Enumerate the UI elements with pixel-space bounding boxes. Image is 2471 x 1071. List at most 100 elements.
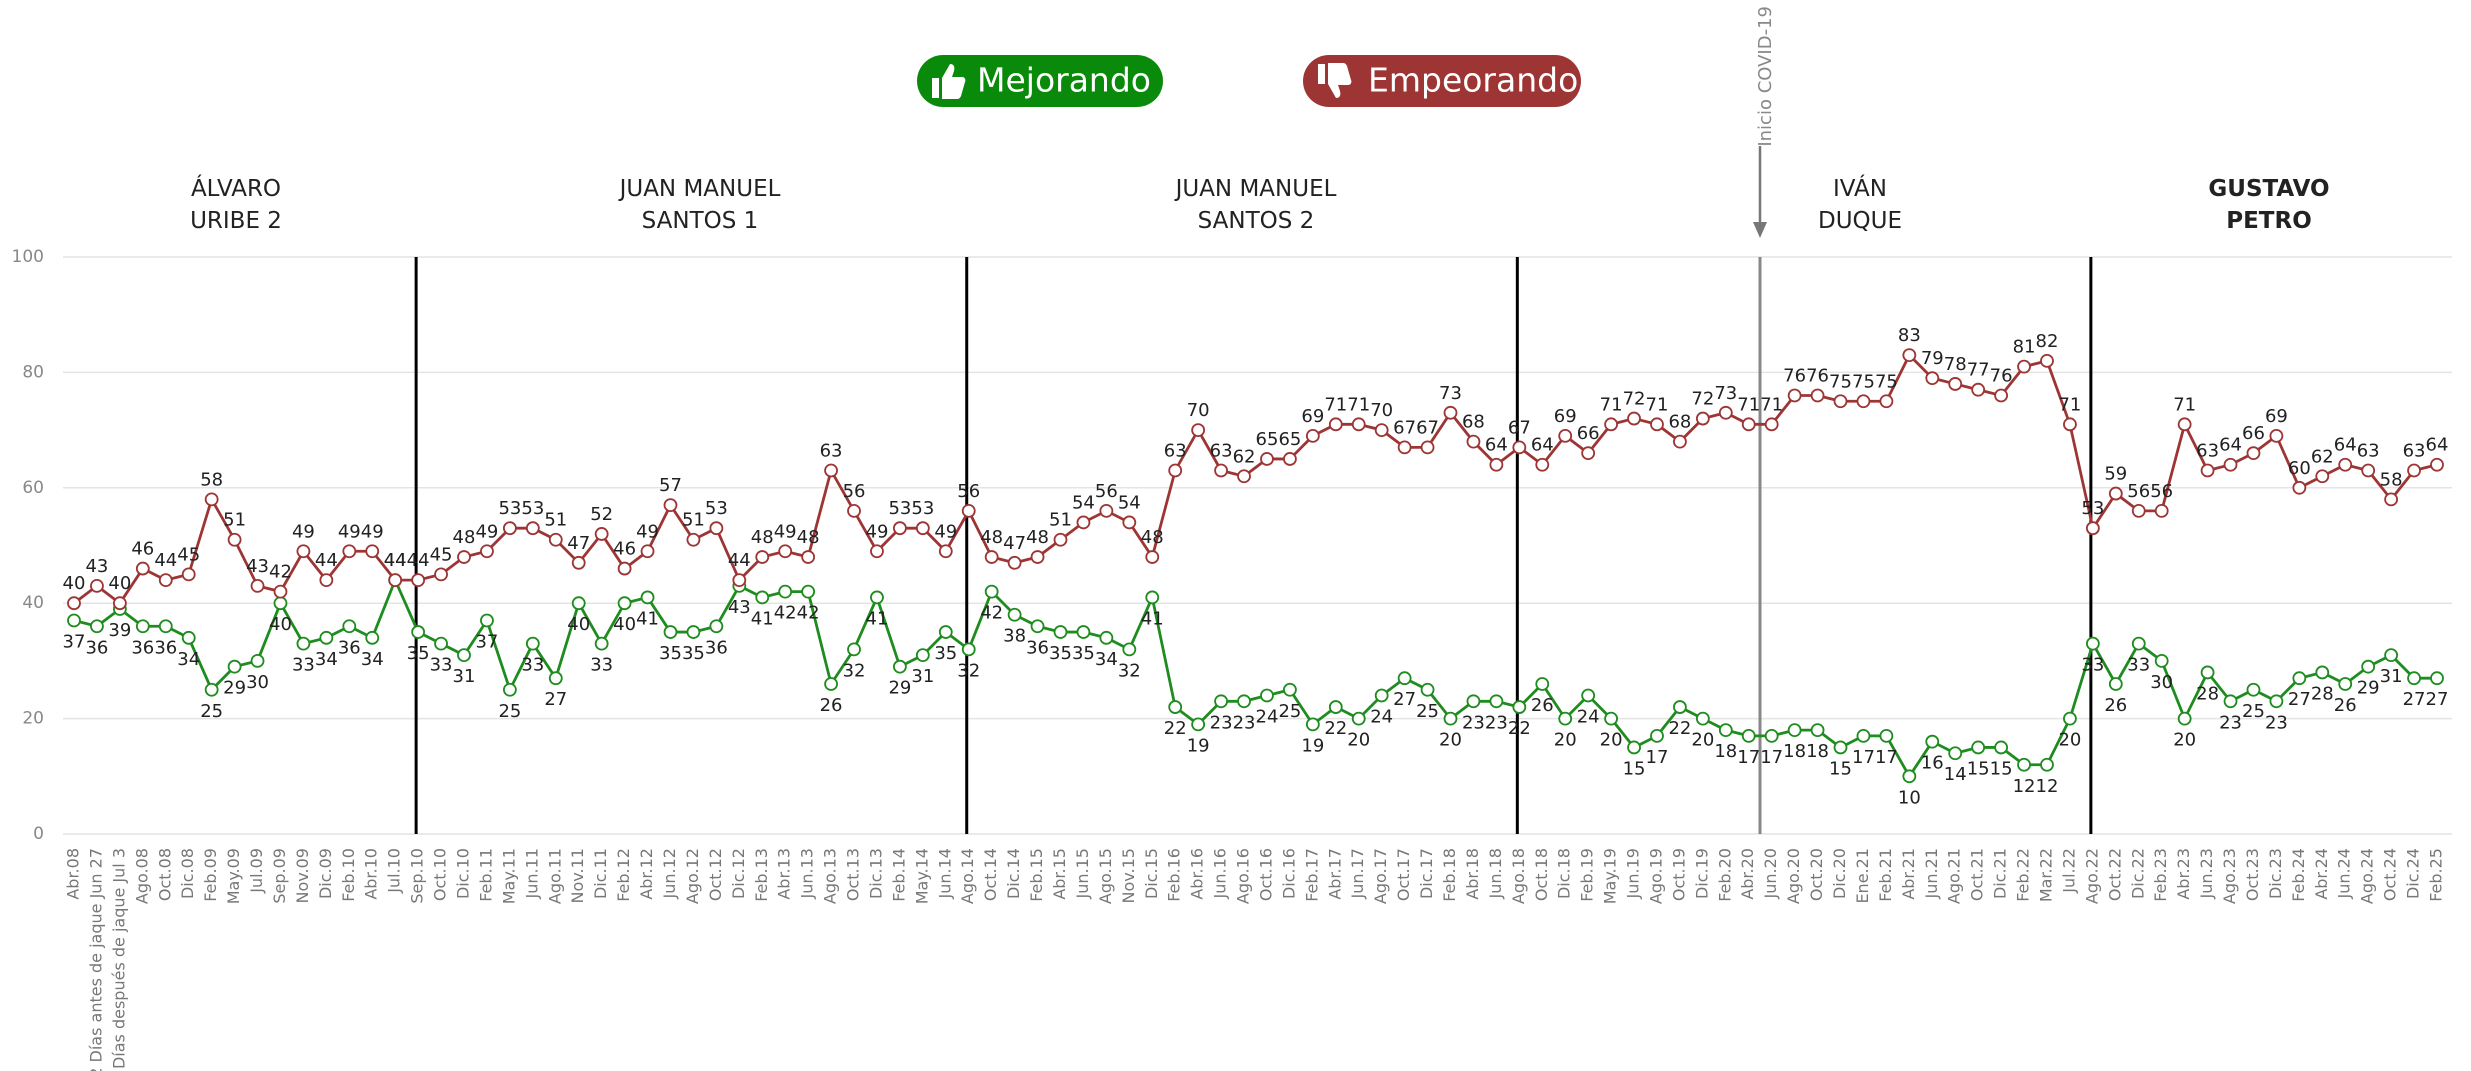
data-label: 56 (2150, 481, 2173, 502)
point (112, 596, 127, 611)
point (1214, 463, 1228, 478)
point (1627, 411, 1641, 426)
data-label: 71 (1646, 394, 1669, 415)
x-tick-label: Jun.21 (1922, 848, 1941, 899)
data-label: 53 (521, 498, 544, 519)
section-title: SANTOS 1 (642, 208, 759, 234)
data-label: 56 (957, 481, 980, 502)
data-label: 56 (2127, 481, 2150, 502)
point (2108, 677, 2123, 691)
x-tick-label: Feb.20 (1715, 848, 1734, 902)
data-label: 42 (774, 603, 797, 624)
data-label: 44 (728, 550, 751, 571)
x-tick-label: Oct.19 (1669, 848, 1688, 901)
x-tick-label: Jun.11 (522, 848, 541, 899)
data-label: 19 (1187, 735, 1210, 756)
x-tick-label: Nov.15 (1119, 848, 1138, 903)
section-title: GUSTAVO (2208, 176, 2329, 202)
section-title: URIBE 2 (190, 208, 282, 234)
data-label: 15 (1967, 758, 1990, 779)
point (1994, 388, 2009, 403)
x-tick-label: Abr.18 (1463, 848, 1482, 900)
point (319, 573, 334, 588)
data-label: 56 (1095, 481, 1118, 502)
x-tick-label: Jun.24 (2335, 848, 2354, 899)
data-label: 35 (1072, 643, 1095, 664)
x-tick-label: Oct.21 (1968, 848, 1987, 901)
section-title: ÁLVARO (191, 174, 281, 202)
data-label: 47 (1003, 533, 1026, 554)
x-tick-label: Abr.20 (1738, 848, 1757, 900)
data-label: 49 (636, 521, 659, 542)
data-label: 65 (1278, 429, 1301, 450)
x-tick-label: Abr.10 (362, 848, 381, 900)
data-label: 20 (2173, 730, 2196, 751)
point (1168, 463, 1183, 478)
point (1260, 452, 1274, 466)
point (1053, 532, 1068, 547)
data-label: 29 (2357, 678, 2380, 699)
x-tick-label: Ago.08 (132, 848, 151, 904)
x-tick-label: Jun.17 (1348, 848, 1367, 899)
point (1948, 746, 1963, 761)
point (1695, 411, 1710, 426)
data-label: 33 (2081, 655, 2104, 676)
point (2315, 469, 2330, 484)
x-tick-label: May.14 (912, 848, 931, 904)
x-tick-label: Ago.11 (545, 848, 564, 904)
point (663, 625, 678, 639)
point (778, 584, 793, 599)
data-label: 49 (361, 521, 384, 542)
point (847, 503, 861, 518)
data-label: 36 (85, 637, 108, 658)
x-tick-label: Ago.20 (1784, 848, 1803, 904)
x-tick-label: Feb.19 (1578, 848, 1597, 902)
data-label: 44 (154, 550, 177, 571)
data-label: 66 (1577, 423, 1600, 444)
section-title: SANTOS 2 (1198, 208, 1315, 234)
data-label: 59 (2104, 464, 2127, 485)
data-label: 73 (1439, 383, 1462, 404)
x-tick-label: Feb.09 (201, 848, 220, 902)
point (2154, 503, 2169, 518)
point (2085, 636, 2100, 651)
point (227, 532, 242, 547)
data-label: 27 (544, 689, 567, 710)
point (571, 596, 586, 611)
x-tick-label: Jul.10 (385, 848, 404, 894)
x-tick-label: Ago.22 (2082, 848, 2101, 904)
x-tick-label: Ago.21 (1945, 848, 1964, 904)
section-title: DUQUE (1818, 208, 1902, 234)
point (1397, 671, 1412, 686)
data-label: 63 (1164, 440, 1187, 461)
point (525, 521, 540, 536)
point (2269, 428, 2284, 443)
x-tick-label: Dic.19 (1692, 848, 1711, 899)
point (1581, 446, 1596, 461)
data-label: 18 (1714, 741, 1737, 762)
x-tick-label: Jun.13 (798, 848, 817, 899)
x-tick-label: Sep.09 (270, 848, 289, 904)
data-label: 27 (2288, 689, 2311, 710)
x-tick-label: Feb.12 (614, 848, 633, 902)
point (1030, 550, 1045, 564)
data-label: 22 (1324, 718, 1347, 739)
data-label: 71 (1600, 394, 1623, 415)
point (984, 550, 999, 564)
point (2384, 648, 2399, 663)
point (158, 573, 173, 588)
point (273, 584, 288, 599)
x-tick-label: Dic.10 (454, 848, 473, 899)
x-tick-label: Abr.21 (1899, 848, 1918, 900)
data-label: 75 (1829, 371, 1852, 392)
data-label: 70 (1370, 400, 1393, 421)
point (961, 503, 976, 518)
x-tick-label: Dic.24 (2404, 848, 2423, 899)
point (548, 671, 563, 686)
point (801, 584, 816, 599)
x-tick-label: Jun.23 (2197, 848, 2216, 899)
point (2407, 463, 2421, 478)
data-label: 63 (2403, 440, 2426, 461)
data-label: 41 (636, 608, 659, 629)
point (1856, 729, 1871, 743)
